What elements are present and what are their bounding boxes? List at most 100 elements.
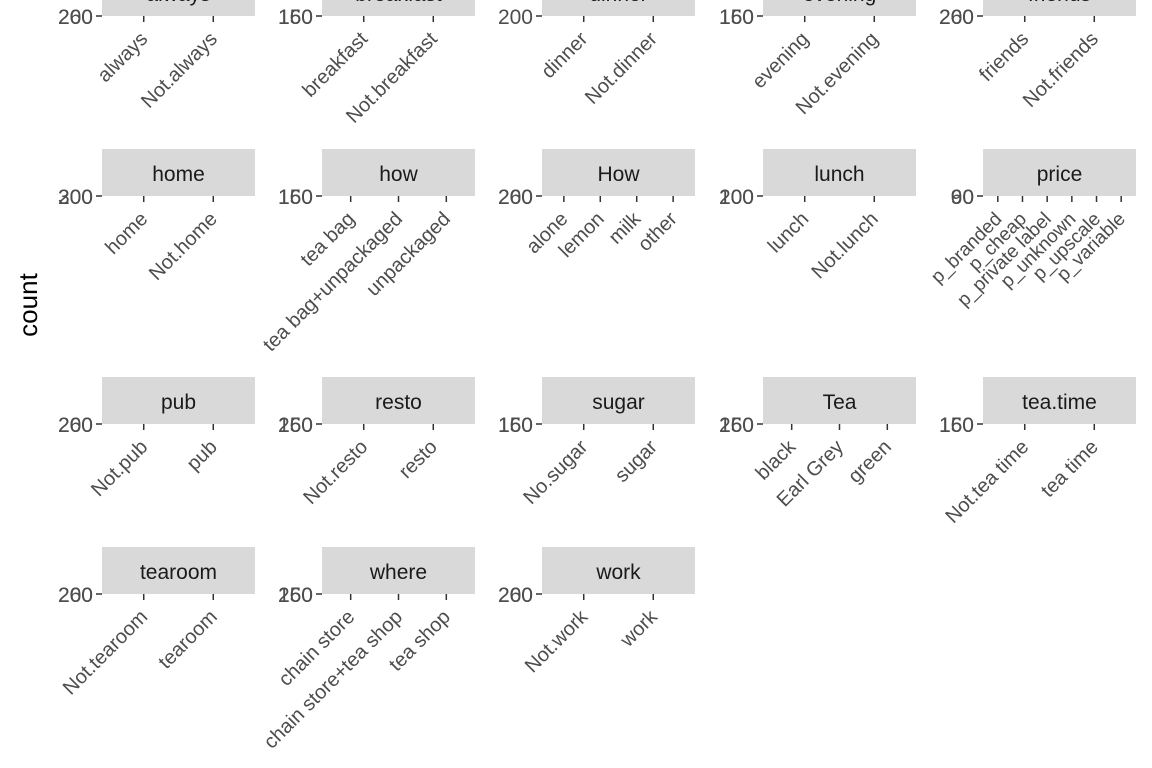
facet-strip-label: how — [379, 163, 418, 186]
facet-panel-dinner: dinner200dinnerNot.dinner — [498, 0, 695, 109]
y-tick-label: 160 — [498, 414, 533, 437]
facet-strip-label: sugar — [592, 391, 645, 414]
x-tick-label: No.sugar — [519, 436, 592, 509]
y-tick-label: 260 — [498, 186, 533, 209]
facet-strip-label: where — [369, 561, 427, 584]
x-tick-label: green — [844, 436, 896, 488]
facet-strip — [322, 0, 475, 16]
facet-strip — [983, 0, 1136, 16]
y-tick-label: 150 — [278, 584, 313, 607]
facet-grid: always260200alwaysNot.alwaysbreakfast160… — [58, 0, 1136, 753]
y-tick-label: 260 — [939, 6, 974, 29]
x-tick-label: pub — [183, 436, 222, 475]
facet-strip — [102, 377, 255, 424]
facet-strip — [542, 0, 695, 16]
y-tick-label: 260 — [278, 584, 313, 607]
x-tick-label: Not.dinner — [581, 28, 662, 109]
x-tick-label: resto — [395, 436, 442, 483]
y-tick-label: 260 — [719, 414, 754, 437]
y-tick-label: 200 — [58, 584, 93, 607]
y-tick-label: 150 — [939, 414, 974, 437]
y-tick-label: 260 — [58, 584, 93, 607]
facet-strip — [102, 547, 255, 594]
facet-strip-label: home — [152, 163, 205, 186]
y-tick-label: 150 — [498, 414, 533, 437]
x-tick-label: Not.tea time — [941, 436, 1033, 528]
y-tick-label: 150 — [278, 414, 313, 437]
facet-strip-label: pub — [161, 391, 196, 414]
x-tick-label: Not.work — [521, 605, 593, 677]
y-tick-label: 260 — [278, 414, 313, 437]
facet-strip-label: tearoom — [140, 561, 217, 584]
facet-panel-breakfast: breakfast160150breakfastNot.breakfast — [278, 0, 475, 128]
facet-strip — [542, 377, 695, 424]
y-tick-label: 200 — [58, 414, 93, 437]
facet-strip-label: always — [146, 0, 210, 6]
y-tick-label: 200 — [939, 6, 974, 29]
x-tick-label: other — [634, 208, 682, 256]
facet-strip — [102, 149, 255, 196]
facet-strip-label: breakfast — [355, 0, 442, 6]
facet-strip — [542, 149, 695, 196]
facet-strip — [763, 149, 916, 196]
facet-strip-label: resto — [375, 391, 422, 414]
facet-strip-label: dinner — [589, 0, 647, 6]
y-tick-label: 200 — [498, 6, 533, 29]
x-tick-label: friends — [975, 28, 1033, 86]
y-tick-label: 200 — [498, 584, 533, 607]
x-tick-label: always — [93, 28, 152, 87]
facet-strip — [983, 149, 1136, 196]
x-tick-label: Not.home — [145, 208, 222, 285]
facet-strip — [322, 149, 475, 196]
y-tick-label: 60 — [951, 186, 974, 209]
x-tick-label: evening — [748, 28, 813, 93]
x-tick-label: Not.friends — [1019, 28, 1103, 112]
y-tick-label: 200 — [58, 6, 93, 29]
y-tick-label: 300 — [58, 186, 93, 209]
y-tick-label: 150 — [719, 414, 754, 437]
facet-panel-always: always260200alwaysNot.always — [58, 0, 255, 113]
x-tick-label: tea time — [1037, 436, 1103, 502]
facet-strip — [322, 377, 475, 424]
y-tick-label: 160 — [719, 6, 754, 29]
x-tick-label: lunch — [764, 208, 813, 257]
x-tick-label: tearoom — [154, 606, 221, 673]
y-tick-label: 100 — [719, 186, 754, 209]
y-tick-label: 260 — [498, 584, 533, 607]
y-tick-label: 150 — [278, 186, 313, 209]
facet-strip — [763, 377, 916, 424]
y-tick-label: 160 — [278, 6, 313, 29]
y-tick-label: 90 — [951, 186, 974, 209]
y-axis-label: count — [13, 272, 43, 336]
y-tick-label: 200 — [498, 186, 533, 209]
x-tick-label: Not.resto — [299, 436, 372, 509]
facet-strip-label: evening — [803, 0, 877, 6]
y-tick-label: 150 — [278, 6, 313, 29]
facet-strip-label: friends — [1028, 0, 1091, 6]
x-tick-label: Not.always — [137, 28, 222, 113]
facet-strip-label: Tea — [823, 391, 857, 414]
facet-strip-label: How — [597, 163, 640, 186]
y-tick-label: 200 — [719, 186, 754, 209]
x-tick-label: dinner — [537, 28, 592, 83]
facet-strip-label: lunch — [814, 163, 864, 186]
facet-strip — [102, 0, 255, 16]
facet-strip — [322, 547, 475, 594]
facet-panel-friends: friends260200friendsNot.friends — [939, 0, 1136, 112]
y-tick-label: 260 — [58, 6, 93, 29]
facet-strip — [763, 0, 916, 16]
x-tick-label: sugar — [611, 436, 662, 487]
x-tick-label: Not.pub — [87, 436, 152, 501]
y-tick-label: 160 — [939, 414, 974, 437]
